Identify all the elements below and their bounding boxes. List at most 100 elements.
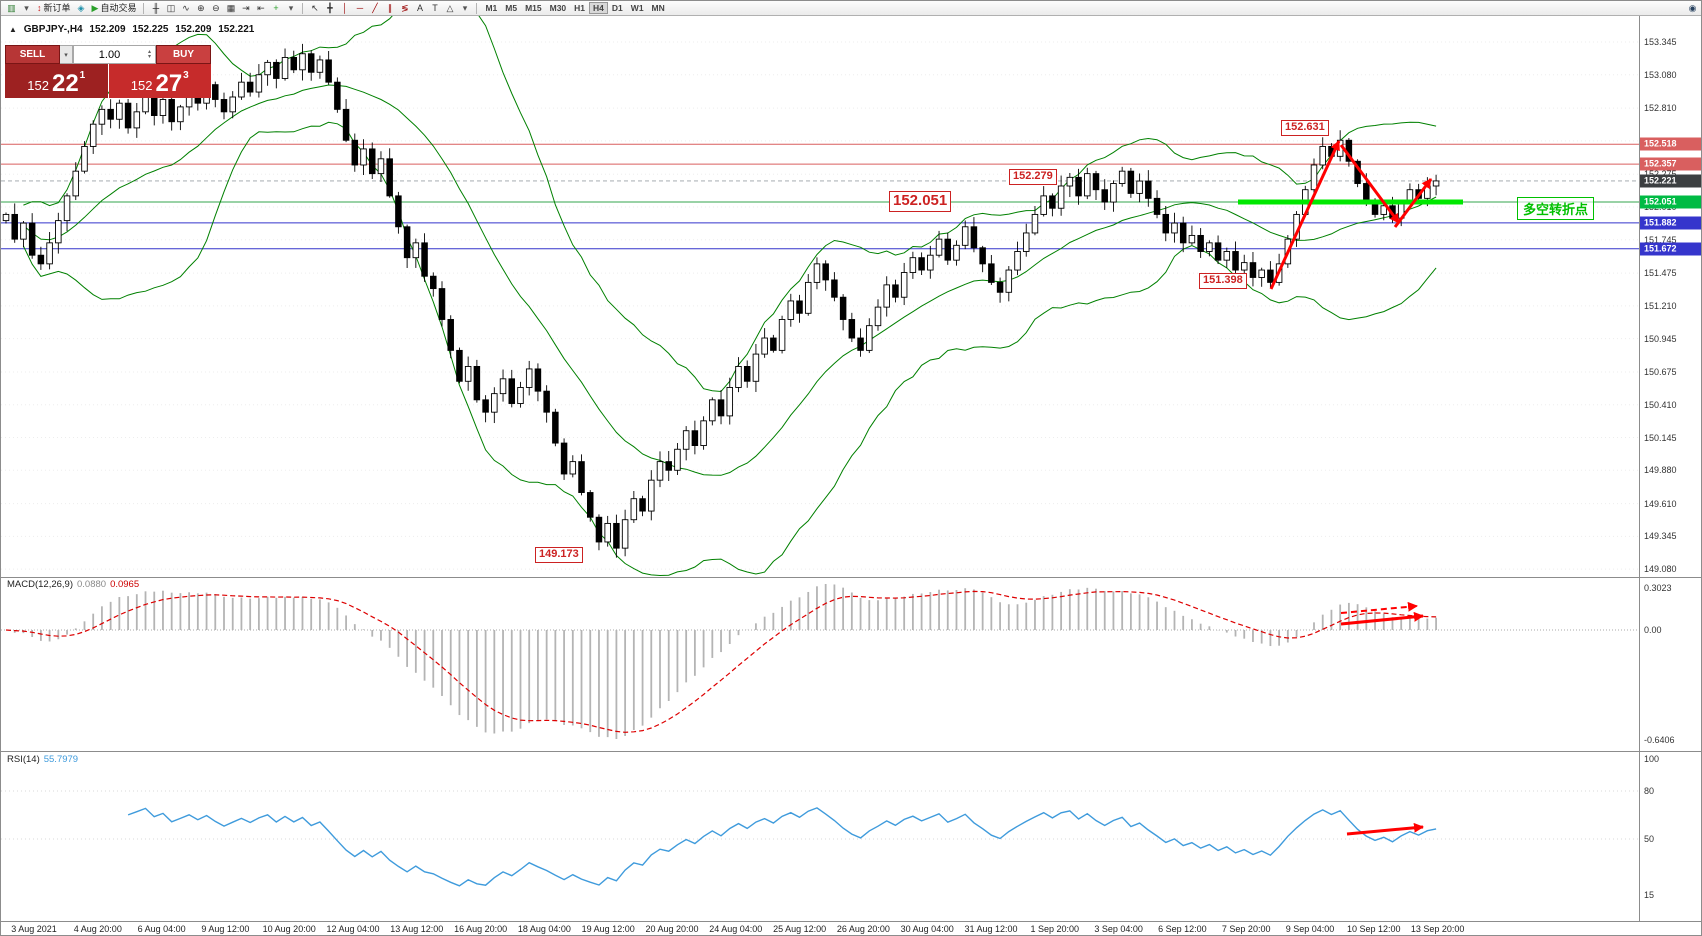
panel-separator[interactable]	[1, 921, 1701, 922]
macd-axis-label: 0.00	[1644, 625, 1662, 635]
tile-windows-icon[interactable]: ▦	[223, 2, 238, 15]
time-axis-label: 30 Aug 04:00	[900, 924, 954, 934]
panel-separator[interactable]	[1, 751, 1701, 752]
price-axis-label: 153.080	[1644, 69, 1677, 80]
price-tag: 152.221	[1640, 174, 1701, 188]
timeframe-M5[interactable]: M5	[501, 2, 521, 14]
spin-up-icon[interactable]: ▴	[147, 48, 151, 55]
chart-shift-icon[interactable]: ⇤	[253, 2, 268, 15]
cursor-icon[interactable]: ↖	[307, 2, 322, 15]
timeframe-MN[interactable]: MN	[648, 2, 669, 14]
timeframe-M30[interactable]: M30	[546, 2, 571, 14]
time-axis-label: 10 Sep 12:00	[1347, 924, 1401, 934]
candles-chart-type-icon[interactable]: ◫	[163, 2, 178, 15]
macd-axis-label: 0.3023	[1644, 583, 1672, 593]
price-callout-152.051[interactable]: 152.051	[889, 191, 952, 212]
sell-price-frac: 1	[79, 70, 86, 81]
price-axis-label: 150.145	[1644, 432, 1677, 443]
price-axis-label: 153.345	[1644, 37, 1677, 47]
price-axis-label: 151.210	[1644, 300, 1677, 311]
auto-trading-icon: ▶	[91, 2, 99, 13]
time-axis: 3 Aug 2021 4 Aug 20:00 6 Aug 04:00 9 Aug 12…	[1, 922, 1639, 935]
timeframe-M15[interactable]: M15	[521, 2, 546, 14]
horizontal-line-icon[interactable]: ─	[352, 2, 367, 15]
indicators-icon[interactable]: +	[268, 2, 283, 15]
buy-price[interactable]: 152 27 3	[108, 64, 211, 98]
price-callout-149.173[interactable]: 149.173	[535, 547, 583, 563]
timeframe-M1[interactable]: M1	[481, 2, 501, 14]
rsi-axis-label: 15	[1644, 890, 1655, 900]
timeframe-H4[interactable]: H4	[589, 2, 608, 14]
line-chart-type-icon[interactable]: ∿	[178, 2, 193, 15]
price-axis-label: 150.945	[1644, 333, 1677, 344]
time-axis-label: 10 Aug 20:00	[262, 924, 316, 934]
time-axis-label: 24 Aug 04:00	[709, 924, 763, 934]
spin-down-icon[interactable]: ▾	[147, 53, 151, 60]
chart-canvas[interactable]	[1, 16, 1702, 922]
ohlc-low: 152.209	[175, 24, 212, 35]
turning-point-note[interactable]: 多空转折点	[1517, 197, 1595, 220]
auto-scroll-icon[interactable]: ⇥	[238, 2, 253, 15]
fibonacci-icon[interactable]: ≶	[397, 2, 412, 15]
price-axis-label: 149.345	[1644, 531, 1677, 542]
volume-input[interactable]	[74, 48, 155, 61]
price-axis-label: 150.410	[1644, 399, 1677, 410]
trade-panel-toggle-icon[interactable]: ▲	[9, 25, 17, 34]
ohlc-close: 152.221	[218, 24, 255, 35]
sell-price[interactable]: 152 22 1	[5, 64, 108, 98]
rsi-axis-label: 100	[1644, 754, 1660, 764]
time-axis-label: 6 Aug 04:00	[137, 924, 186, 934]
bars-chart-type-icon[interactable]: ╫	[148, 2, 163, 15]
chart-list-dropdown-icon[interactable]: ▾	[19, 2, 34, 15]
time-axis-label: 4 Aug 20:00	[73, 924, 122, 934]
indicators-dropdown-icon[interactable]: ▾	[283, 2, 298, 15]
time-axis-label: 25 Aug 12:00	[773, 924, 827, 934]
text-icon[interactable]: A	[412, 2, 427, 15]
price-axis-label: 149.080	[1644, 564, 1677, 575]
shapes-icon[interactable]: △	[442, 2, 457, 15]
chart-region: ▲ GBPJPY-,H4 152.209 152.225 152.209 152…	[1, 16, 1702, 922]
price-callout-151.398[interactable]: 151.398	[1199, 273, 1247, 289]
alerts-icon[interactable]: ◈	[74, 2, 89, 15]
price-axis-label: 149.880	[1644, 465, 1677, 476]
rsi-axis-label: 50	[1644, 834, 1655, 844]
price-callout-152.631[interactable]: 152.631	[1281, 120, 1329, 136]
macd-indicator-label: MACD(12,26,9) 0.0880 0.0965	[7, 579, 140, 590]
time-axis-label: 6 Sep 12:00	[1158, 924, 1207, 934]
macd-axis-label: -0.6406	[1644, 735, 1675, 745]
panel-separator[interactable]	[1, 577, 1701, 578]
price-tag: 152.518	[1640, 137, 1701, 151]
price-axis-label: 150.675	[1644, 367, 1677, 377]
buy-price-frac: 3	[183, 70, 189, 81]
price-tag: 151.882	[1640, 216, 1701, 230]
timeframe-W1[interactable]: W1	[627, 2, 648, 14]
channel-icon[interactable]: ∥	[382, 2, 397, 15]
new-order-icon: ↕	[37, 2, 42, 13]
time-axis-label: 13 Sep 20:00	[1410, 924, 1465, 934]
zoom-out-icon[interactable]: ⊖	[208, 2, 223, 15]
auto-trading-button[interactable]: ▶ 自动交易	[89, 2, 140, 15]
volume-stepper[interactable]: ▴ ▾	[145, 46, 154, 63]
trendline-icon[interactable]: ╱	[367, 2, 382, 15]
label-icon[interactable]: T	[427, 2, 442, 15]
order-type-dropdown[interactable]: ▾	[60, 45, 73, 64]
time-axis-label: 3 Aug 2021	[11, 924, 57, 934]
price-callout-152.279[interactable]: 152.279	[1009, 169, 1057, 185]
buy-button[interactable]: BUY	[156, 45, 211, 64]
timeframe-D1[interactable]: D1	[608, 2, 627, 14]
new-order-button[interactable]: ↕ 新订单	[34, 2, 74, 15]
price-axis-label: 151.745	[1644, 234, 1677, 245]
price-axis: 153.345153.080152.810152.545152.275152.0…	[1639, 16, 1701, 922]
sell-button[interactable]: SELL	[5, 45, 60, 64]
vertical-line-icon[interactable]: │	[337, 2, 352, 15]
crosshair-icon[interactable]: ╋	[322, 2, 337, 15]
timeframe-H1[interactable]: H1	[570, 2, 589, 14]
shapes-dropdown-icon[interactable]: ▾	[457, 2, 472, 15]
new-chart-icon[interactable]: ▥	[4, 2, 19, 15]
price-tag: 151.672	[1640, 242, 1701, 256]
community-icon[interactable]: ◉	[1685, 2, 1700, 15]
zoom-in-icon[interactable]: ⊕	[193, 2, 208, 15]
time-axis-label: 31 Aug 12:00	[964, 924, 1018, 934]
price-axis-label: 151.475	[1644, 268, 1677, 279]
